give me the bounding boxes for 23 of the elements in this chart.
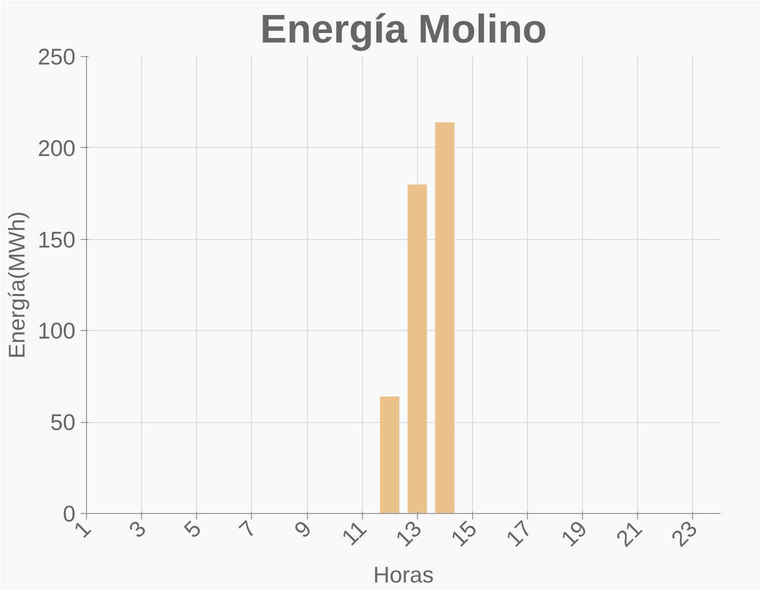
x-tick-label: 23 <box>666 515 702 552</box>
chart-title: Energía Molino <box>260 8 547 52</box>
bar <box>380 396 400 514</box>
x-tick-label: 13 <box>390 515 426 552</box>
y-tick-label: 100 <box>38 318 76 344</box>
x-tick-label: 15 <box>445 515 482 552</box>
y-axis-title: Energía(MWh) <box>4 211 30 359</box>
y-tick-label: 150 <box>38 226 76 252</box>
x-tick-label: 5 <box>178 515 206 543</box>
x-tick-label: 9 <box>288 515 316 543</box>
y-tick-label: 200 <box>38 134 76 161</box>
bar <box>408 184 427 514</box>
x-tick-label: 21 <box>610 515 647 552</box>
x-tick-label: 17 <box>500 515 537 552</box>
x-tick-label: 7 <box>234 515 262 543</box>
x-tick-label: 3 <box>124 515 151 543</box>
y-tick-label: 0 <box>62 500 76 526</box>
y-tick-label: 250 <box>38 44 76 70</box>
x-tick-label: 19 <box>556 515 592 552</box>
x-tick-label: 11 <box>336 515 372 550</box>
bar <box>435 122 454 514</box>
x-axis-title: Horas <box>373 562 434 588</box>
y-tick-label: 50 <box>50 409 76 436</box>
